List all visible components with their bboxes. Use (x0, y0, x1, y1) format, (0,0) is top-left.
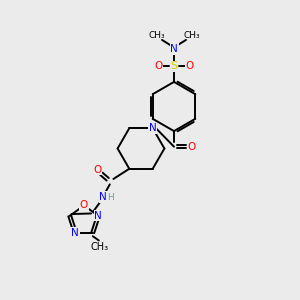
Text: N: N (170, 44, 178, 54)
Text: N: N (71, 228, 79, 238)
Text: CH₃: CH₃ (90, 242, 109, 252)
Text: O: O (187, 142, 196, 152)
Text: CH₃: CH₃ (183, 31, 200, 40)
Text: O: O (154, 61, 163, 71)
Text: CH₃: CH₃ (148, 31, 165, 40)
Text: S: S (170, 61, 178, 71)
Text: N: N (149, 123, 157, 133)
Text: N: N (94, 211, 102, 221)
Text: O: O (93, 165, 101, 175)
Text: N: N (99, 192, 107, 202)
Text: O: O (80, 200, 88, 211)
Text: O: O (185, 61, 194, 71)
Text: H: H (107, 194, 114, 202)
